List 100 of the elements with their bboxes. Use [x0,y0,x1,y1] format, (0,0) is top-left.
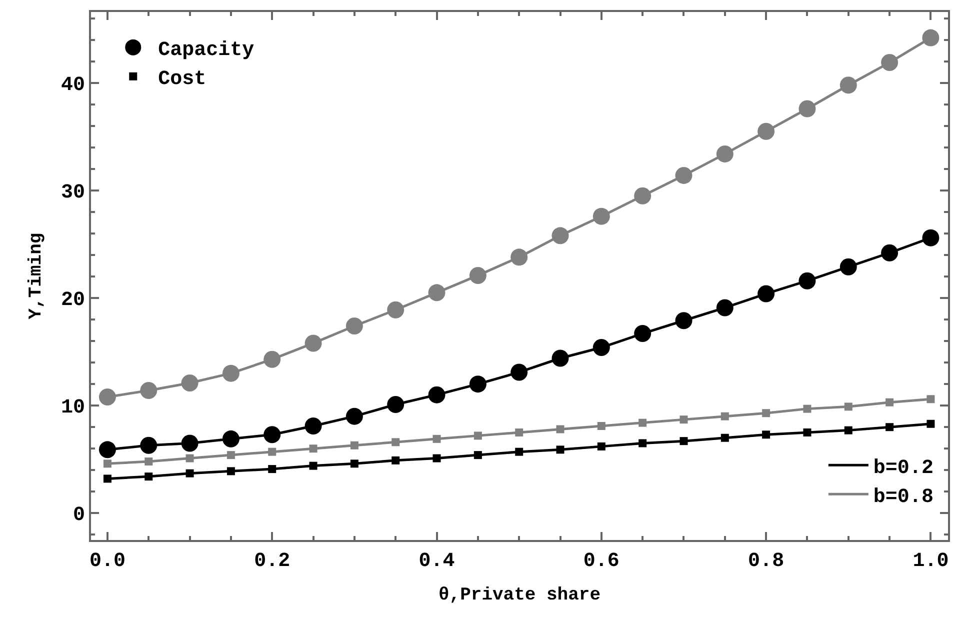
point [803,428,812,436]
point [469,266,486,284]
point [592,208,610,225]
point [309,444,318,453]
point [926,395,935,404]
point [309,462,318,470]
point [716,145,734,162]
point [392,456,400,464]
point [140,382,158,400]
point [222,430,240,448]
x-tick-label: 0.6 [583,550,620,573]
point [428,386,446,404]
point [762,430,770,439]
point [634,325,652,342]
point [268,448,276,456]
point [186,469,194,478]
point [181,434,198,452]
point [758,285,775,302]
point [181,374,198,392]
point [675,312,692,330]
legend-label: Capacity [158,39,254,62]
point [428,284,446,302]
point [798,100,816,118]
point [758,122,775,140]
point [716,299,734,316]
point [680,416,688,424]
point [675,166,692,184]
point [222,364,240,382]
x-tick-label: 0.8 [748,550,784,573]
point [304,418,322,434]
point [474,451,482,460]
y-tick-label: 0 [72,504,85,528]
point [474,432,482,440]
point [98,441,116,458]
point [268,465,276,474]
point [510,248,528,266]
point [144,458,153,466]
point [144,472,153,481]
point [304,334,322,352]
point [264,350,281,368]
point [680,437,688,446]
point [844,402,852,411]
y-tick-label: 40 [60,74,85,97]
point [840,76,857,94]
point [387,301,404,318]
point [556,446,564,454]
x-tick-label: 0.2 [254,550,290,573]
point [886,398,894,406]
y-axis-title: Y,Timing [26,232,47,320]
point [638,439,647,448]
x-tick-label: 1.0 [912,550,949,573]
point [350,441,358,450]
y-tick-label: 10 [60,396,85,420]
point [592,339,610,356]
point [556,425,564,434]
point [387,396,404,413]
point [346,318,363,334]
point [798,272,816,290]
point [844,426,852,434]
legend-label: b=0.2 [873,456,934,480]
point [597,422,606,430]
point [186,454,194,462]
legend-label: Cost [158,68,206,92]
point [881,244,898,262]
point [346,408,363,425]
point [515,428,524,436]
point [597,442,606,450]
point [552,350,569,367]
point [922,29,940,46]
y-tick-label: 30 [60,182,85,205]
point [226,451,235,460]
point [432,454,441,462]
point [881,54,898,72]
point [510,364,528,381]
point [886,423,894,432]
point [552,227,569,244]
y-tick-label: 20 [60,289,85,312]
point [350,460,358,468]
point [469,376,486,393]
point [98,388,116,406]
point [264,426,281,444]
point [226,467,235,476]
point [634,187,652,204]
point [720,434,729,442]
point [432,434,441,443]
point [803,404,812,413]
x-tick-label: 0.4 [418,550,455,573]
point [840,258,857,276]
legend-label: b=0.8 [873,486,934,509]
point [515,448,524,456]
point [103,460,112,468]
point [638,418,647,427]
point [922,229,940,246]
x-axis-title: θ,Private share [438,586,601,606]
point [926,420,935,428]
point [140,436,158,454]
point [762,409,770,418]
x-tick-label: 0.0 [89,550,126,573]
point [392,438,400,446]
point [720,412,729,420]
